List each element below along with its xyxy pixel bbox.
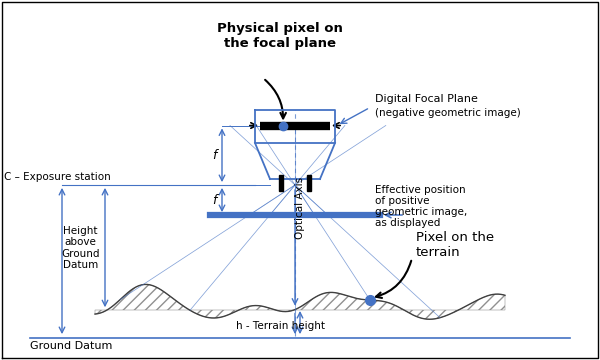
Bar	[307, 175, 311, 191]
Text: f: f	[212, 194, 217, 207]
Polygon shape	[95, 284, 505, 319]
Text: C – Exposure station: C – Exposure station	[4, 172, 111, 182]
Text: Ground Datum: Ground Datum	[30, 341, 112, 351]
Text: f: f	[212, 149, 217, 162]
Text: h - Terrain height: h - Terrain height	[235, 321, 325, 331]
Text: Pixel on the
terrain: Pixel on the terrain	[416, 231, 494, 259]
Text: Digital Focal Plane: Digital Focal Plane	[375, 94, 478, 104]
Text: geometric image,: geometric image,	[375, 207, 467, 217]
Text: (negative geometric image): (negative geometric image)	[375, 108, 521, 117]
Text: of positive: of positive	[375, 196, 430, 206]
Text: Height
above
Ground
Datum: Height above Ground Datum	[62, 226, 100, 270]
Bar	[279, 175, 283, 191]
Text: Physical pixel on
the focal plane: Physical pixel on the focal plane	[217, 22, 343, 50]
Text: Effective position: Effective position	[375, 185, 466, 195]
Text: as displayed: as displayed	[375, 218, 440, 228]
Text: Optical Axis: Optical Axis	[295, 177, 305, 239]
